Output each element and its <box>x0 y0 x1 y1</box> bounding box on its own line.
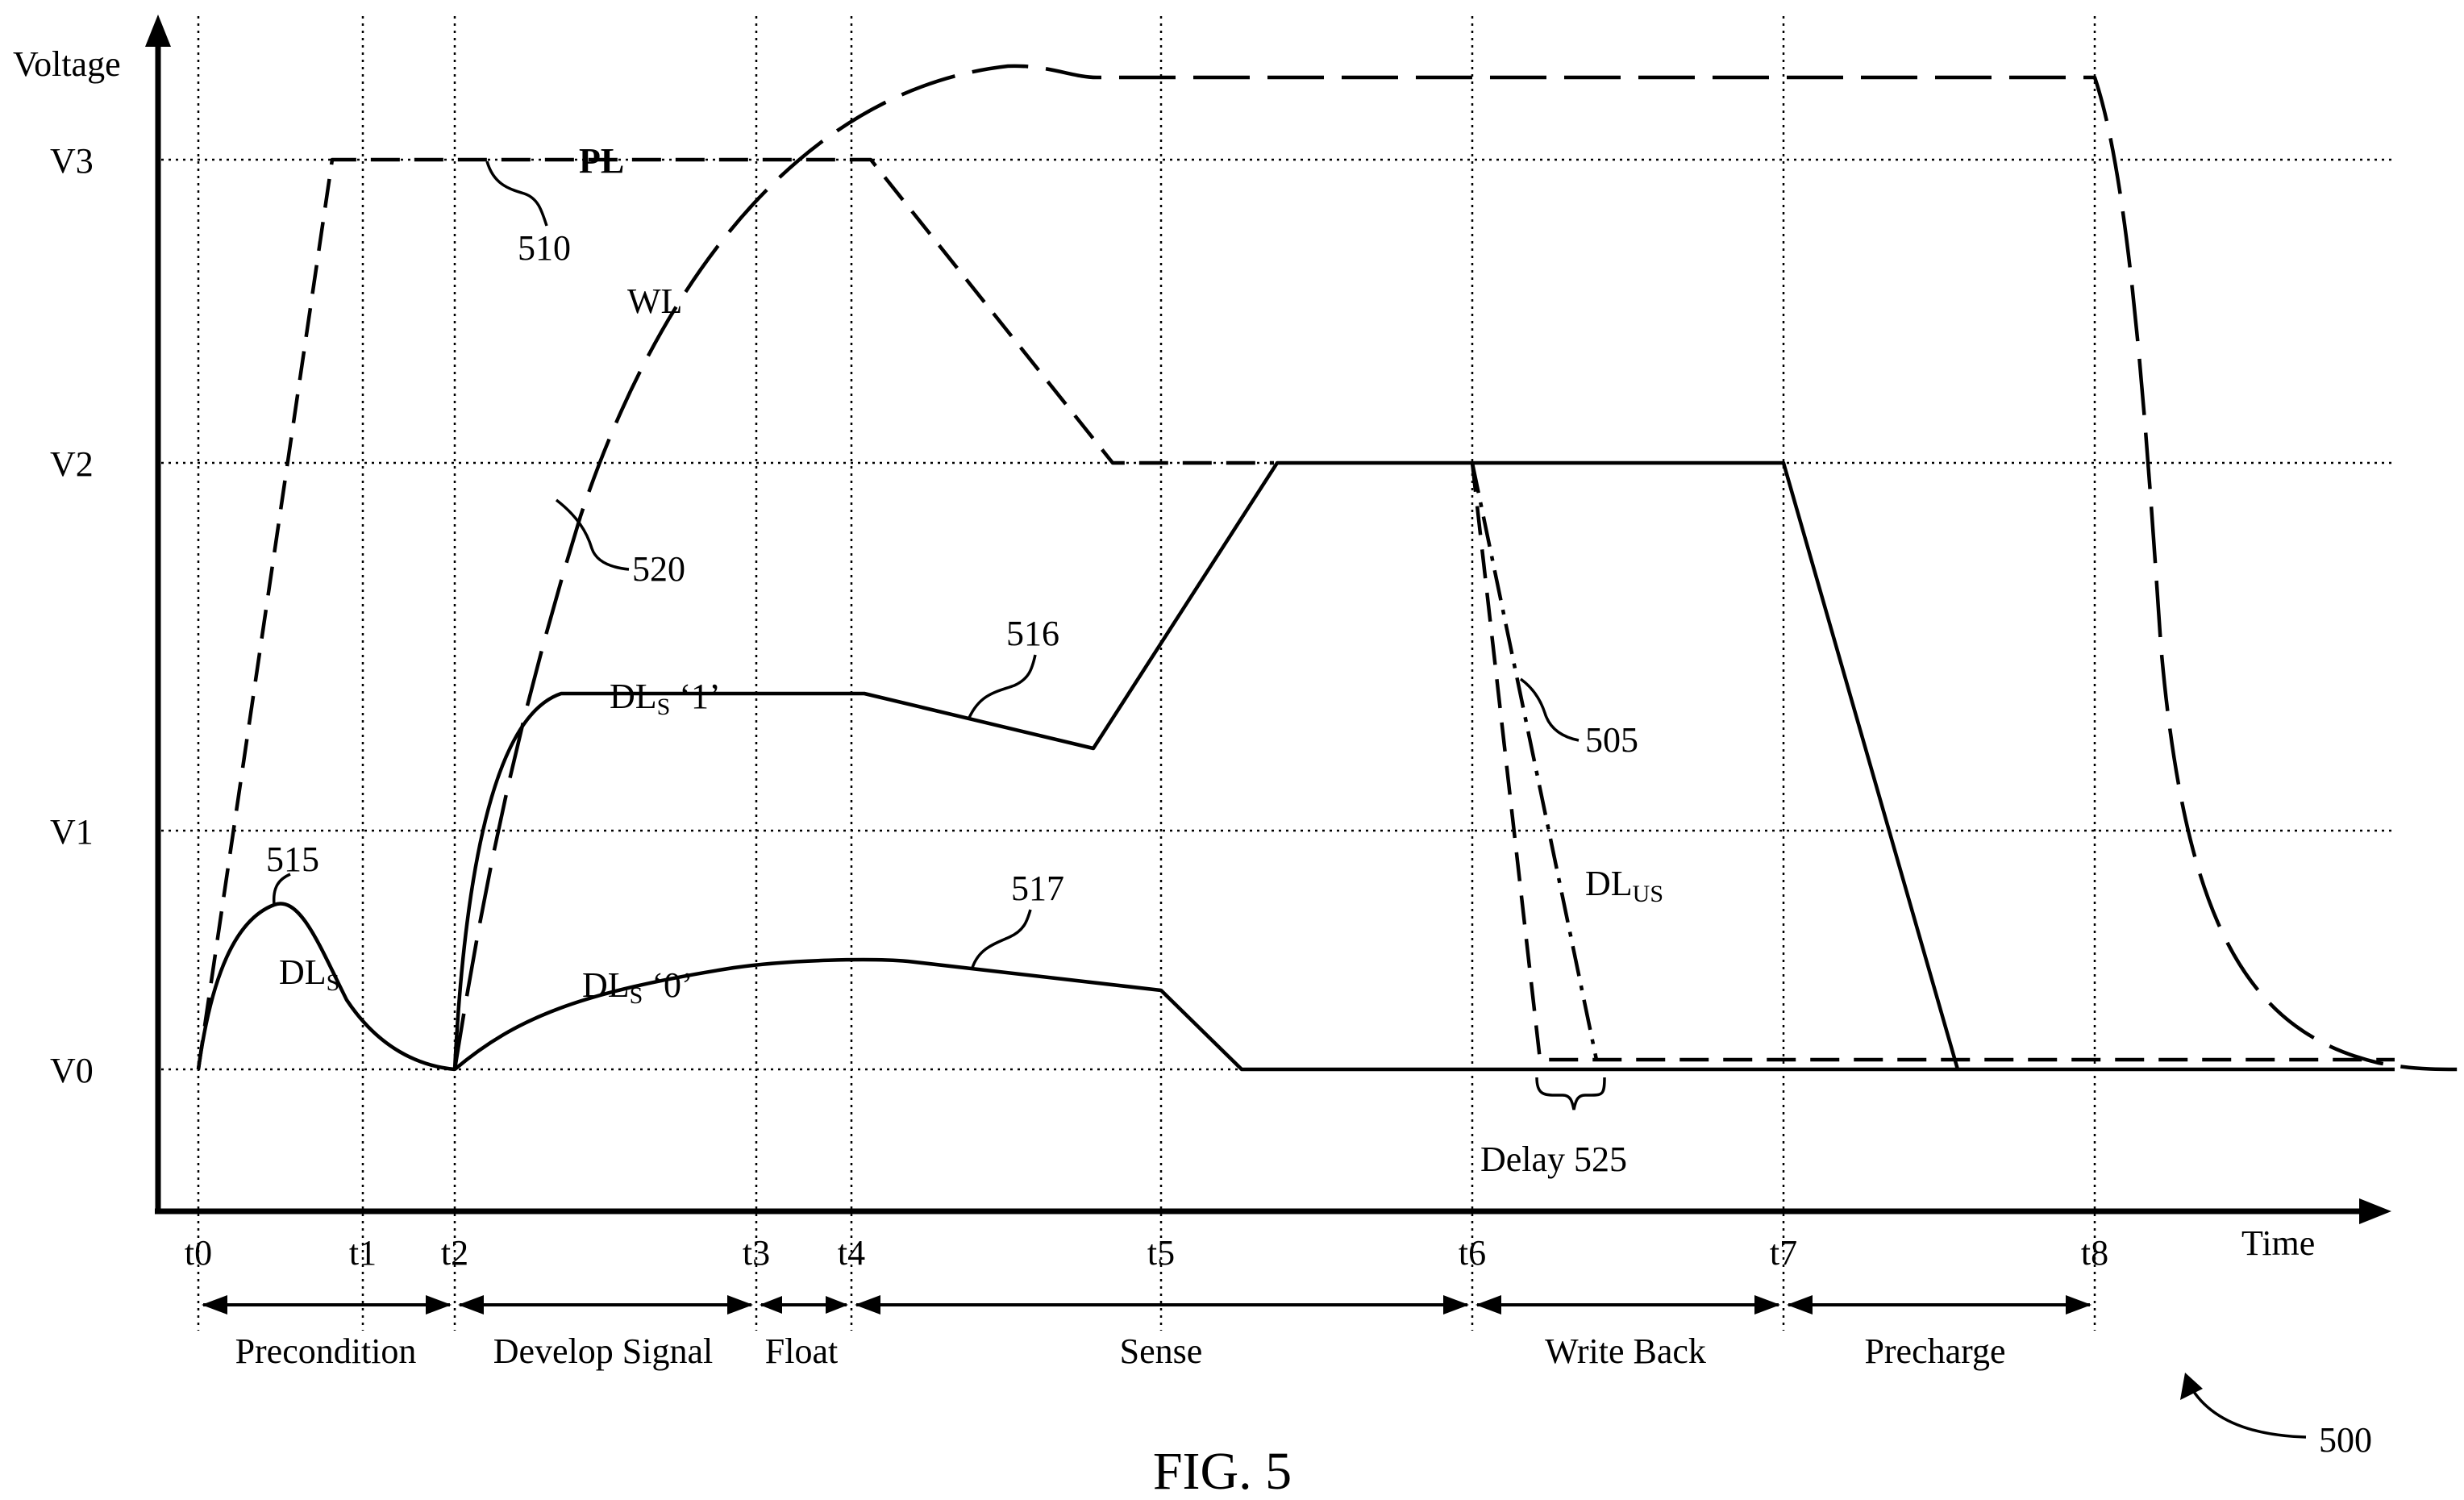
phase-label-develop-signal: Develop Signal <box>493 1331 714 1371</box>
level-label-v3: V3 <box>50 141 94 181</box>
writeback-signal-trace <box>1472 460 1960 1070</box>
y-axis-label: Voltage <box>13 44 121 84</box>
phase-label-sense: Sense <box>1120 1331 1203 1371</box>
level-label-v2: V2 <box>50 444 94 484</box>
figure-reference-number: 500 <box>2319 1420 2372 1460</box>
dlus-ref-number: 505 <box>1585 720 1638 760</box>
dls-signal-trace <box>196 902 456 1072</box>
dls-0-ref-leader <box>971 909 1032 969</box>
voltage-level-labels: V3 V2 V1 V0 <box>50 141 94 1090</box>
phase-arrow-write-back <box>1475 1295 1780 1315</box>
time-label-t2: t2 <box>441 1233 468 1273</box>
delay-brace <box>1535 1077 1606 1110</box>
time-label-t8: t8 <box>2081 1233 2108 1273</box>
figure-caption: FIG. 5 <box>1153 1442 1292 1500</box>
dlus-ref-leader <box>1519 677 1580 742</box>
dls-writeback-drop-trace <box>1470 462 2395 1062</box>
phase-arrows <box>202 1295 2091 1315</box>
dls-0-ref-number: 517 <box>1011 869 1064 908</box>
phase-label-precondition: Precondition <box>235 1331 417 1371</box>
figure-ref-arrow <box>2188 1385 2307 1439</box>
time-label-t1: t1 <box>349 1233 377 1273</box>
dls-label: DLS <box>279 952 339 996</box>
phase-label-float: Float <box>765 1331 838 1371</box>
level-label-v1: V1 <box>50 812 94 852</box>
voltage-gridlines <box>161 158 2395 1071</box>
time-label-t4: t4 <box>838 1233 865 1273</box>
phase-labels: Precondition Develop Signal Float Sense … <box>235 1331 2006 1371</box>
phase-arrow-sense <box>855 1295 1469 1315</box>
axes: Voltage Time <box>13 15 2391 1263</box>
level-label-v0: V0 <box>50 1051 94 1090</box>
phase-arrow-precondition <box>202 1295 452 1315</box>
dls-1-ref-leader <box>968 654 1037 719</box>
figure-ref-arrowhead <box>2180 1373 2203 1400</box>
dls-1-label: DLS ‘1’ <box>610 677 721 720</box>
pl-ref-number: 510 <box>518 228 571 268</box>
dls-1-ref-number: 516 <box>1006 614 1059 653</box>
x-axis-label: Time <box>2241 1223 2315 1263</box>
dls-ref-leader <box>272 873 291 906</box>
dlus-label: DLUS <box>1585 864 1663 907</box>
wl-ref-number: 520 <box>632 549 685 589</box>
y-axis-arrowhead <box>145 15 171 47</box>
dls-0-label: DLS ‘0’ <box>582 965 693 1009</box>
phase-arrow-float <box>760 1296 848 1314</box>
dls-0-signal-trace <box>453 957 2395 1072</box>
pl-ref-leader <box>485 160 548 227</box>
time-label-t5: t5 <box>1147 1233 1175 1273</box>
time-mark-labels: t0 t1 t2 t3 t4 t5 t6 t7 t8 <box>185 1233 2108 1273</box>
phase-arrow-precharge <box>1787 1295 2091 1315</box>
pl-signal-trace <box>196 157 1274 1070</box>
phase-label-write-back: Write Back <box>1545 1331 1706 1371</box>
time-label-t0: t0 <box>185 1233 212 1273</box>
phase-label-precharge: Precharge <box>1864 1331 2005 1371</box>
dlus-signal-trace <box>1470 462 1599 1060</box>
phase-arrow-develop-signal <box>458 1295 753 1315</box>
pl-label: PL <box>579 141 624 181</box>
time-label-t6: t6 <box>1459 1233 1486 1273</box>
dls-ref-number: 515 <box>266 840 319 879</box>
time-label-t3: t3 <box>743 1233 770 1273</box>
dls-1-signal-trace <box>452 460 1472 1070</box>
delay-label: Delay 525 <box>1480 1140 1627 1179</box>
wl-ref-leader <box>555 498 630 571</box>
time-label-t7: t7 <box>1770 1233 1797 1273</box>
wl-label: WL <box>627 281 682 321</box>
x-axis-arrowhead <box>2359 1198 2391 1224</box>
time-gridlines <box>197 16 2096 1331</box>
wl-signal-trace <box>452 64 2460 1072</box>
